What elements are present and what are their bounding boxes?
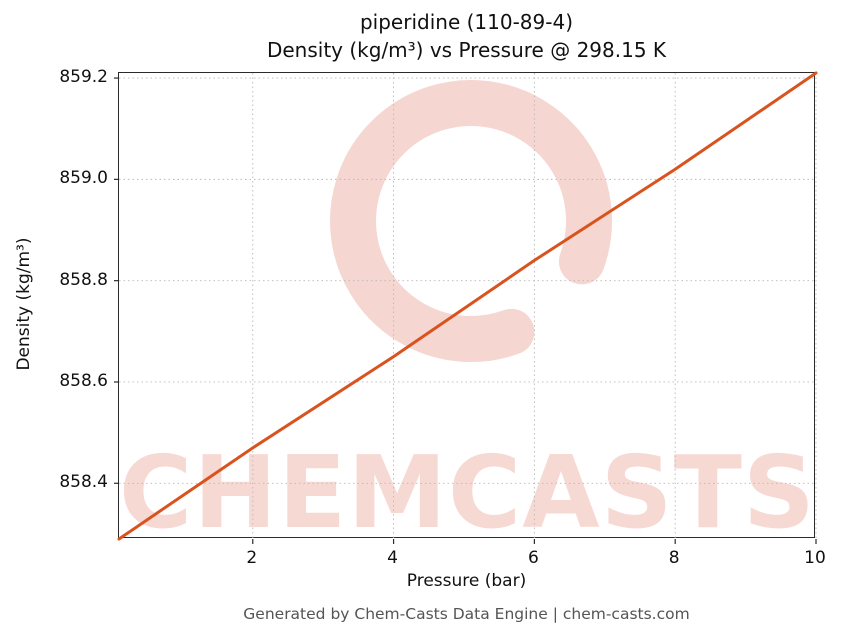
title-block: piperidine (110-89-4) Density (kg/m³) vs… <box>118 8 815 64</box>
watermark-text: CHEMCASTS <box>119 434 816 551</box>
y-tick-label: 859.2 <box>59 67 108 88</box>
plot-area: CHEMCASTS <box>114 71 818 551</box>
chart-canvas <box>114 71 818 544</box>
y-tick-label: 858.8 <box>59 269 108 290</box>
chart-title: piperidine (110-89-4) <box>359 10 573 34</box>
y-tick-label: 859.0 <box>59 168 108 189</box>
x-tick-label: 2 <box>246 548 258 568</box>
x-tick-label: 10 <box>804 548 826 568</box>
chemcasts-logo-icon <box>330 80 612 362</box>
x-tick-label: 6 <box>527 548 539 568</box>
y-axis-label: Density (kg/m³) <box>14 237 34 371</box>
data-line <box>117 71 818 541</box>
chart-subtitle: Density (kg/m³) vs Pressure @ 298.15 K <box>266 38 667 62</box>
x-axis-label: Pressure (bar) <box>406 571 527 591</box>
y-tick-label: 858.4 <box>59 472 108 493</box>
y-tick-label: 858.6 <box>59 370 108 391</box>
footer-text: Generated by Chem-Casts Data Engine | ch… <box>243 605 690 623</box>
x-tick-label: 4 <box>387 548 398 568</box>
x-tick-label: 8 <box>668 548 680 568</box>
